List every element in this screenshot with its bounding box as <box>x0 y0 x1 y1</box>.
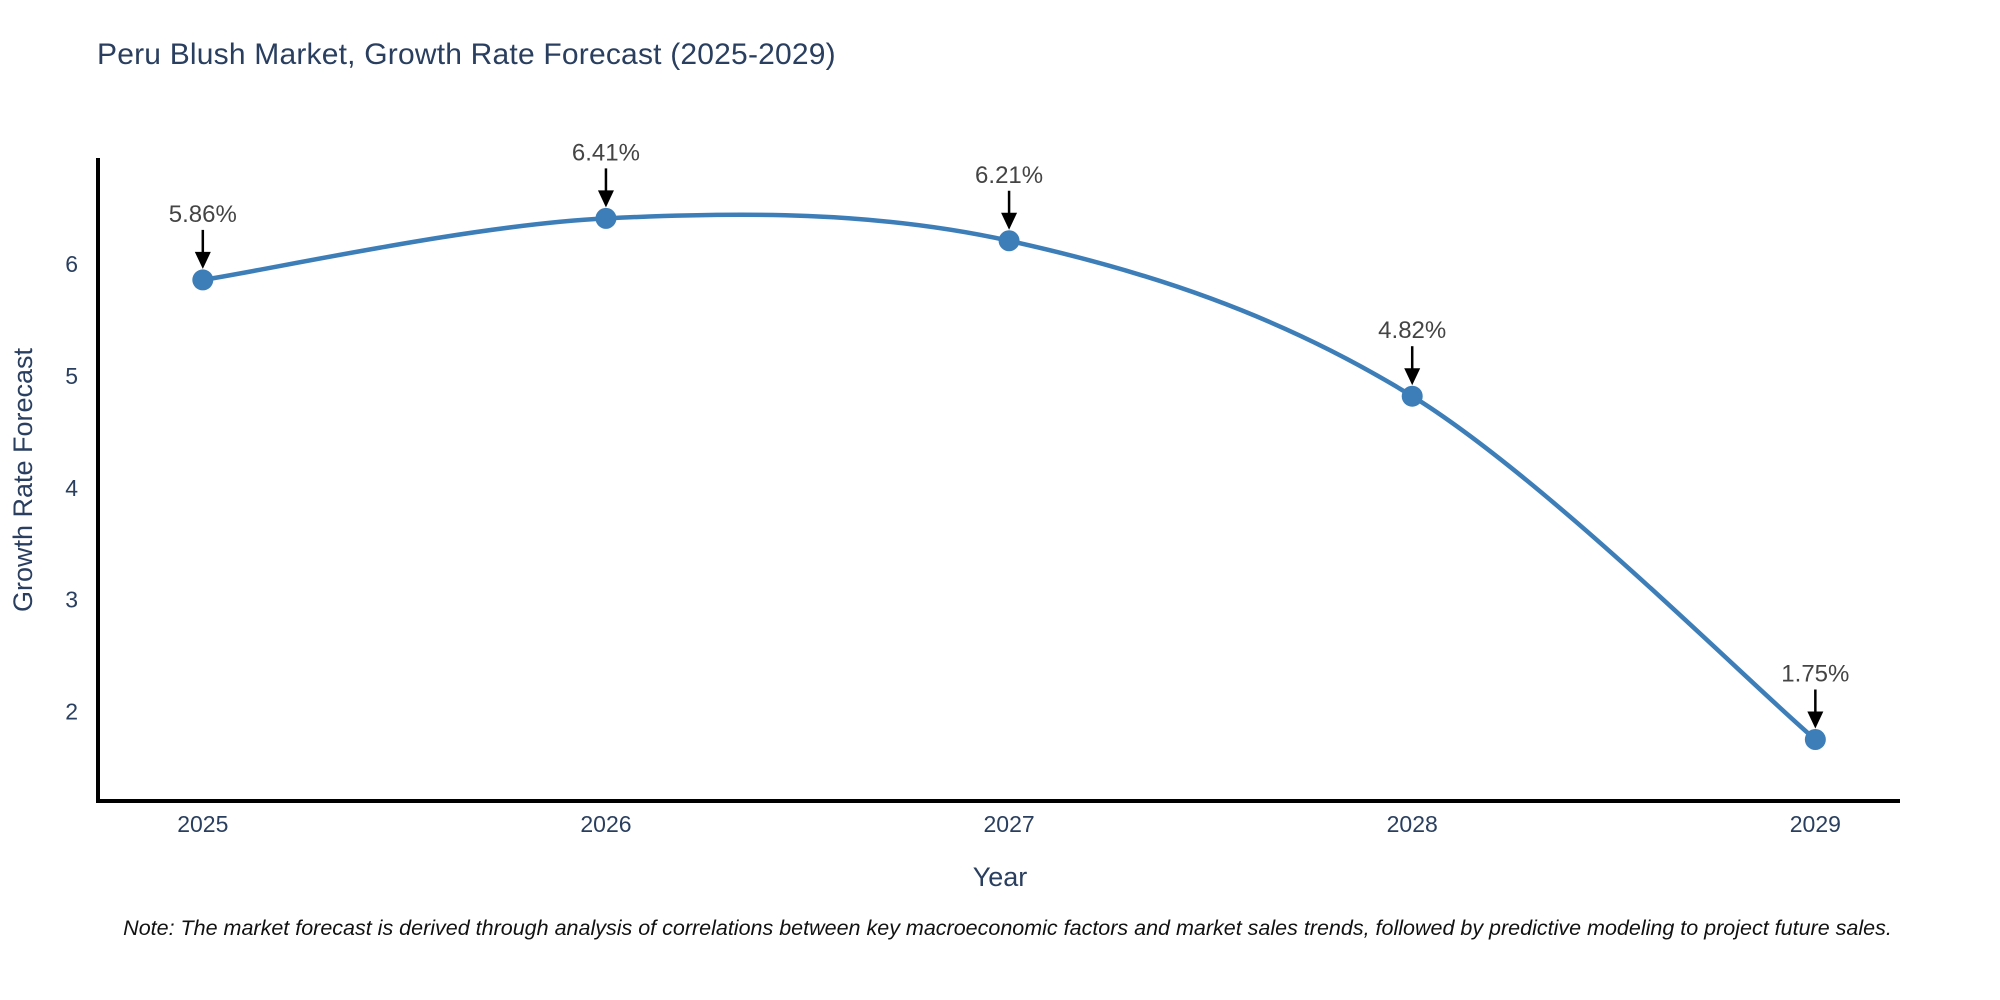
x-tick-label: 2026 <box>580 811 631 837</box>
annotation-arrowhead <box>1001 212 1018 230</box>
annotation-arrowhead <box>597 190 614 208</box>
y-tick-label: 2 <box>65 699 78 725</box>
y-tick-label: 6 <box>65 251 78 277</box>
x-axis-title: Year <box>973 862 1028 892</box>
x-tick-label: 2028 <box>1387 811 1438 837</box>
annotation-label: 4.82% <box>1378 317 1446 344</box>
annotation-label: 6.21% <box>975 162 1043 189</box>
x-tick-label: 2027 <box>983 811 1034 837</box>
annotation-label: 1.75% <box>1781 660 1849 687</box>
y-axis-title: Growth Rate Forecast <box>8 347 38 612</box>
chart-title: Peru Blush Market, Growth Rate Forecast … <box>97 38 836 71</box>
data-point-marker <box>998 230 1020 252</box>
annotation-arrowhead <box>1807 711 1824 729</box>
data-point-marker <box>1401 385 1423 407</box>
footnote: Note: The market forecast is derived thr… <box>123 916 1892 940</box>
annotation-arrowhead <box>194 251 211 269</box>
line-path <box>202 212 1817 742</box>
data-point-marker <box>192 269 214 291</box>
y-tick-label: 5 <box>65 363 78 389</box>
data-point-marker <box>595 207 617 229</box>
y-tick-label: 4 <box>65 475 78 501</box>
annotation-label: 6.41% <box>572 139 640 166</box>
y-tick-label: 3 <box>65 587 78 613</box>
annotation-arrowhead <box>1404 368 1421 386</box>
x-tick-label: 2029 <box>1790 811 1841 837</box>
annotation-label: 5.86% <box>169 201 237 228</box>
x-tick-label: 2025 <box>177 811 228 837</box>
data-point-marker <box>1804 728 1826 750</box>
